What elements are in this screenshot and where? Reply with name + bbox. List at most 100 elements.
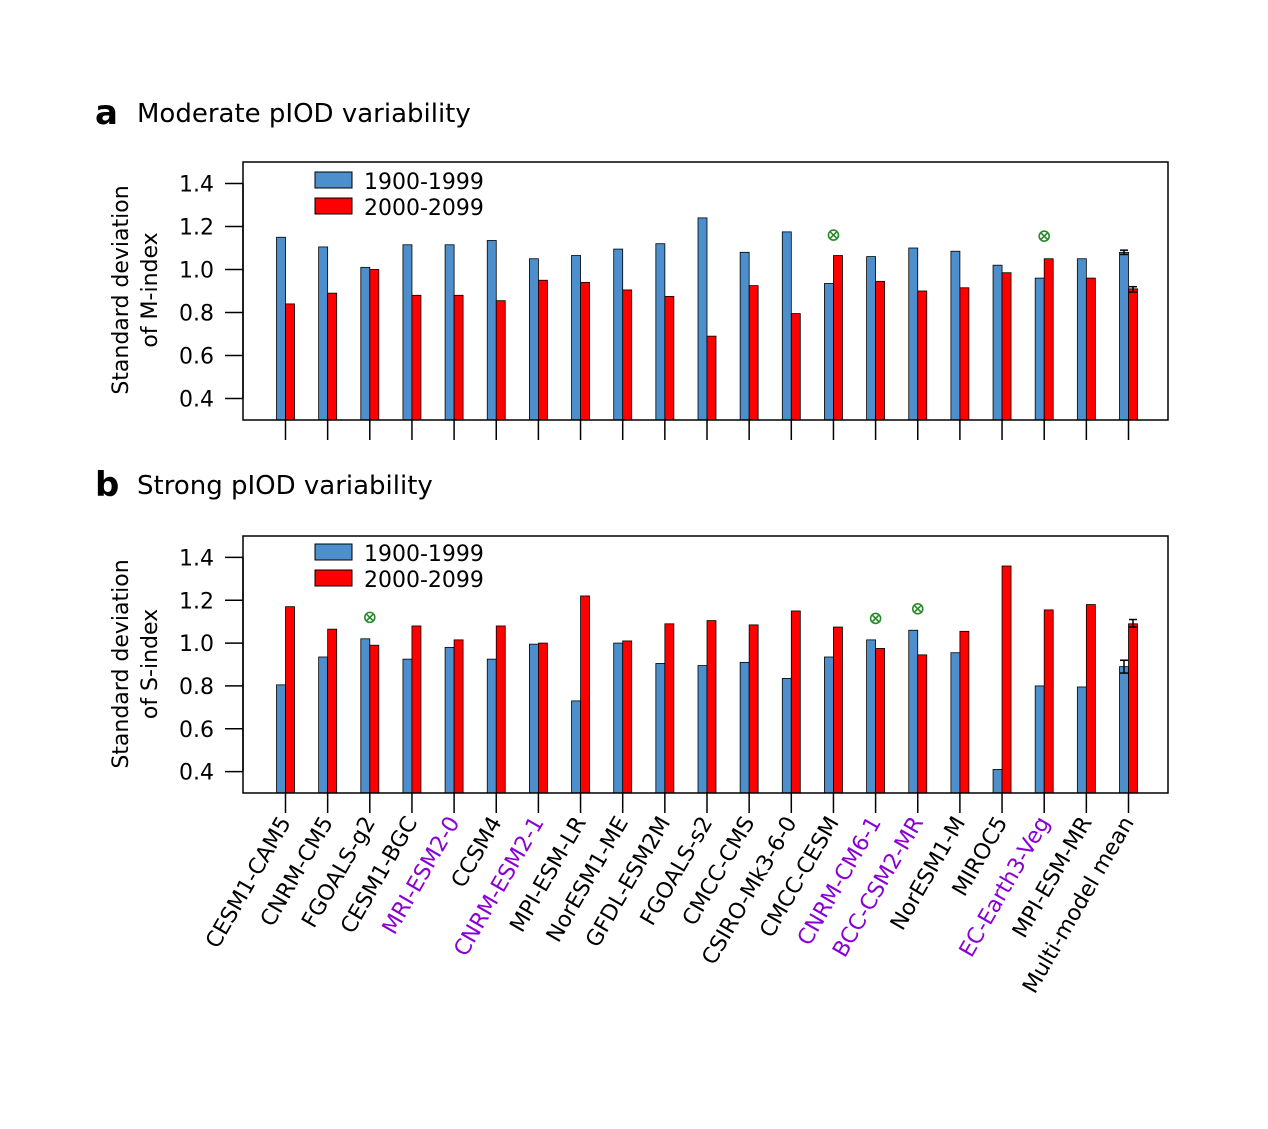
bar-2000-2099-cesm1-cam5 [285,606,295,794]
bar-1900-1999-mpi-esm-mr [1076,258,1087,421]
bar-2000-2099-cnrm-cm5 [327,628,338,794]
error-bar-series-2 [1129,285,1137,293]
bar-2000-2099-csiro-mk3-6-0 [790,313,801,421]
bar-2000-2099-cesm1-cam5 [285,303,295,421]
panel-a-ylabel-line2: of M-index [138,232,163,347]
bar-1900-1999-ec-earth3-veg [1034,685,1045,794]
bar-1900-1999-gfdl-esm2m [655,663,666,794]
bar-1900-1999-bcc-csm2-mr [908,247,919,421]
bar-2000-2099-gfdl-esm2m [664,295,675,421]
bar-2000-2099-noresm1-me [622,289,633,421]
y-tick-label: 1.0 [179,632,214,657]
significance-marker-fgoals-g2 [363,611,376,624]
panel-b-legend: 1900-1999 2000-2099 [314,542,484,593]
bar-2000-2099-mri-esm2-0 [453,639,464,794]
error-bar-series-1 [1120,659,1128,674]
bar-1900-1999-mri-esm2-0 [444,244,455,421]
bar-1900-1999-cmcc-cesm [824,656,834,794]
bar-1900-1999-fgoals-s2 [697,217,708,421]
bar-1900-1999-mpi-esm-lr [571,255,581,421]
panel-a-annotations [827,229,1137,293]
panel-a-bars [276,217,1138,421]
panel-b-annotations [363,603,1137,674]
y-tick-label: 1.0 [179,259,214,284]
panel-a-label: a [95,93,118,133]
bar-2000-2099-miroc5 [1001,272,1012,421]
bar-2000-2099-csiro-mk3-6-0 [790,610,801,794]
bar-1900-1999-cnrm-esm2-1 [529,643,539,794]
bar-1900-1999-cnrm-cm5 [318,246,329,421]
bar-2000-2099-noresm1-me [622,640,633,794]
panel-a-y-axis: 0.4 0.6 0.8 1.0 1.2 1.4 [179,173,244,413]
bar-2000-2099-cmcc-cesm [833,255,843,421]
bar-2000-2099-bcc-csm2-mr [917,654,928,794]
y-tick-label: 0.8 [179,302,214,327]
bar-2000-2099-ccsm4 [495,300,506,421]
y-tick-label: 0.6 [179,345,214,370]
bar-2000-2099-cnrm-cm5 [327,292,338,421]
bar-2000-2099-cesm1-bgc [411,625,422,794]
bar-2000-2099-fgoals-g2 [369,269,380,421]
bar-1900-1999-noresm1-me [613,248,624,421]
bar-1900-1999-miroc5 [992,769,1003,794]
y-tick-label: 0.6 [179,718,214,743]
panel-b-label: b [95,465,119,505]
bar-1900-1999-ccsm4 [486,240,497,421]
panel-b-bars [276,565,1138,794]
y-tick-label: 0.8 [179,675,214,700]
panel-a: a Moderate pIOD variability Standard dev… [95,93,1169,440]
bar-2000-2099-ccsm4 [495,625,506,794]
panel-b-ylabel-line1: Standard deviation [109,559,134,768]
bar-2000-2099-mpi-esm-lr [580,281,590,421]
bar-2000-2099-cnrm-cm6-1 [875,280,885,421]
y-tick-label: 1.4 [179,173,214,198]
bar-2000-2099-cmcc-cesm [833,626,843,794]
bar-1900-1999-cnrm-cm5 [318,656,329,794]
legend-label-2000-2099: 2000-2099 [364,196,484,221]
bar-2000-2099-cnrm-esm2-1 [538,279,548,421]
bar-2000-2099-mpi-esm-mr [1085,277,1096,421]
legend-swatch-2000-2099 [314,569,353,587]
bar-2000-2099-cmcc-cms [748,285,759,421]
bar-1900-1999-cnrm-cm6-1 [866,256,876,421]
bar-2000-2099-cesm1-bgc [411,294,422,421]
bar-2000-2099-miroc5 [1001,565,1012,794]
significance-marker-cnrm-cm6-1 [869,612,882,625]
panel-a-legend: 1900-1999 2000-2099 [314,170,484,221]
bar-1900-1999-mpi-esm-mr [1076,686,1087,794]
bar-1900-1999-miroc5 [992,264,1003,421]
bar-1900-1999-cmcc-cms [739,251,750,421]
bar-1900-1999-multi-model-mean [1119,666,1129,794]
legend-label-1900-1999: 1900-1999 [364,170,484,195]
bar-2000-2099-multi-model-mean [1128,623,1138,794]
bar-1900-1999-mri-esm2-0 [444,646,455,794]
panel-a-title: Moderate pIOD variability [137,99,471,129]
bar-2000-2099-bcc-csm2-mr [917,290,928,421]
panel-a-plot-frame [242,161,1169,421]
bar-1900-1999-noresm1-m [950,652,961,794]
y-tick-label: 1.4 [179,546,214,571]
bar-2000-2099-fgoals-s2 [706,620,717,794]
legend-swatch-2000-2099 [314,197,353,215]
bar-2000-2099-mri-esm2-0 [453,294,464,421]
bar-1900-1999-bcc-csm2-mr [908,629,919,794]
legend-label-2000-2099: 2000-2099 [364,568,484,593]
bar-1900-1999-cmcc-cesm [824,283,834,421]
bar-1900-1999-noresm1-m [950,250,961,421]
legend-label-1900-1999: 1900-1999 [364,542,484,567]
bar-2000-2099-noresm1-m [959,287,970,421]
panel-a-x-ticks [284,420,1130,440]
bar-1900-1999-cnrm-cm6-1 [866,639,876,794]
bar-1900-1999-cesm1-bgc [402,658,413,794]
panel-b: b Strong pIOD variability Standard devia… [95,465,1169,998]
bar-2000-2099-fgoals-s2 [706,335,717,421]
bar-1900-1999-fgoals-g2 [360,638,371,794]
bar-1900-1999-multi-model-mean [1119,251,1129,421]
bar-1900-1999-noresm1-me [613,642,624,794]
panel-b-y-axis: 0.4 0.6 0.8 1.0 1.2 1.4 [179,546,244,786]
error-bar-series-1 [1120,249,1128,256]
bar-1900-1999-cmcc-cms [739,661,750,794]
significance-marker-cmcc-cesm [827,229,840,241]
legend-swatch-1900-1999 [314,171,353,189]
bar-2000-2099-noresm1-m [959,630,970,794]
